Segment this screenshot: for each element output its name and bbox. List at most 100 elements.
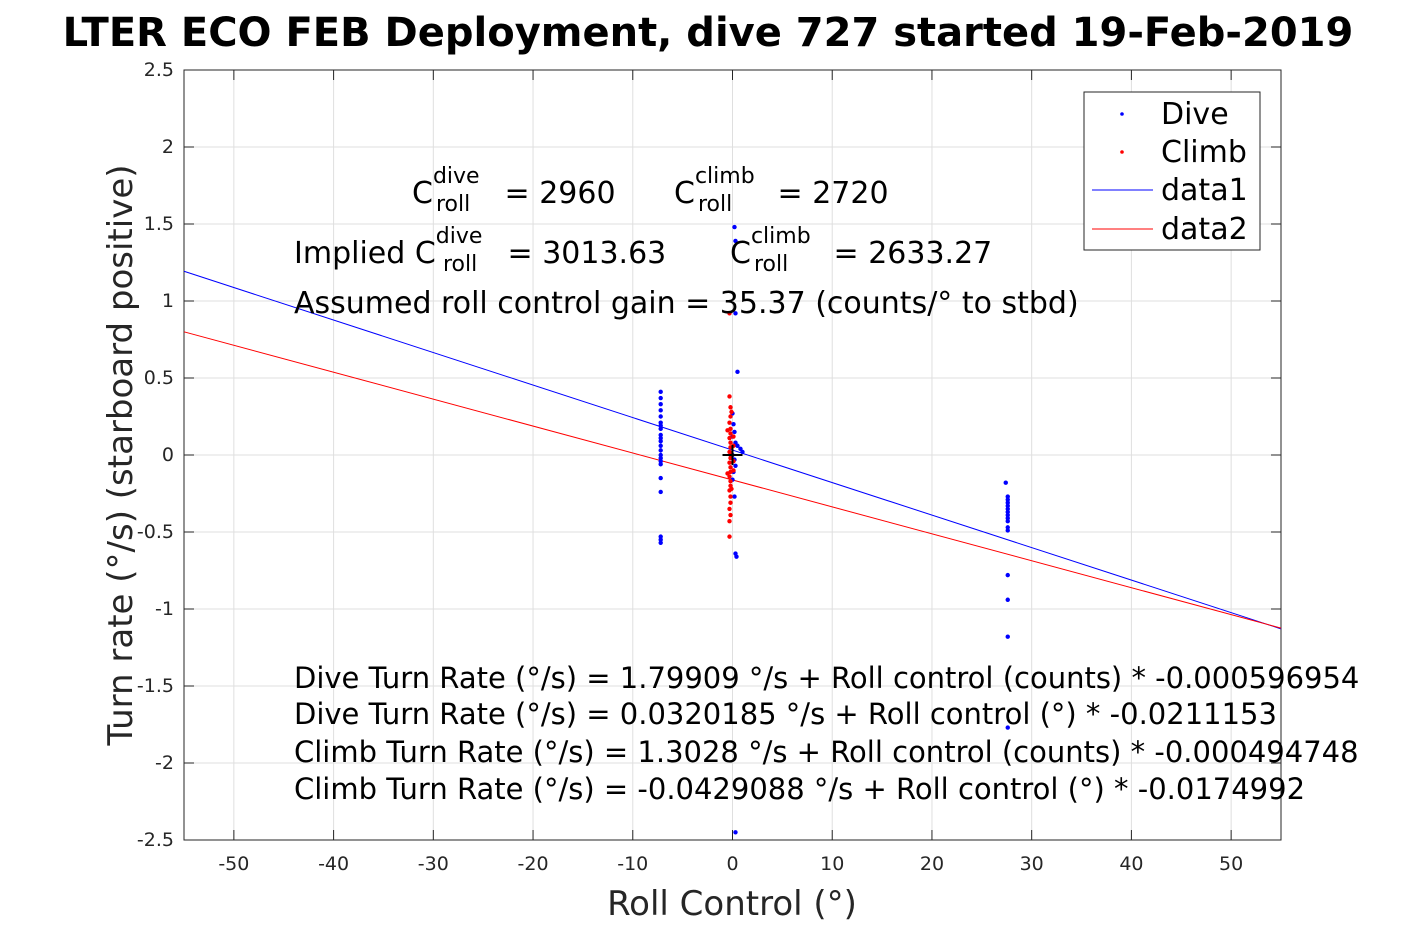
dive-point	[1005, 500, 1010, 505]
x-tick-label: 30	[1020, 853, 1044, 875]
climb-point	[728, 494, 733, 499]
dive-point	[734, 554, 739, 559]
dive-point	[658, 540, 663, 545]
dive-point	[658, 395, 663, 401]
climb-point	[725, 471, 730, 476]
y-tick-label: -2.5	[137, 829, 174, 851]
climb-point	[727, 506, 732, 512]
y-tick-label: 0.5	[144, 367, 174, 389]
climb-point	[727, 460, 732, 465]
x-tick-label: -30	[418, 853, 449, 875]
dive-point	[1005, 597, 1010, 602]
y-tick-label: -1.5	[137, 675, 174, 697]
dive-point	[1005, 525, 1010, 530]
y-tick-label: 2.5	[144, 59, 174, 81]
annotation-implied-climb-croll: Cclimb roll = 2633.27	[730, 224, 992, 277]
climb-point	[727, 311, 732, 316]
annotation-climb-fit-degrees: Climb Turn Rate (°/s) = -0.0429088 °/s +…	[294, 772, 1305, 806]
dive-point	[658, 448, 663, 453]
dive-point	[1005, 515, 1010, 521]
dive-point	[658, 420, 663, 425]
climb-point	[728, 512, 733, 518]
annotation-dive-croll: Cdive roll = 2960	[412, 164, 616, 217]
y-tick-label: -1	[155, 598, 174, 620]
dive-point	[1005, 528, 1010, 533]
x-tick-label: -10	[617, 853, 648, 875]
dive-point	[658, 458, 663, 464]
legend-box	[1083, 91, 1261, 251]
dive-point	[658, 443, 663, 448]
y-tick-label: -2	[155, 752, 174, 774]
climb-point	[728, 478, 733, 484]
annotation-climb-fit-counts: Climb Turn Rate (°/s) = 1.3028 °/s + Rol…	[294, 735, 1359, 769]
dive-point	[658, 432, 663, 438]
dive-point	[658, 401, 663, 407]
legend-climb-marker	[1120, 150, 1124, 154]
y-tick-label: 1.5	[144, 213, 174, 235]
dive-point	[733, 238, 738, 244]
dive-point	[658, 537, 663, 542]
climb-point	[731, 434, 736, 439]
dive-point	[1005, 572, 1010, 578]
y-tick-label: 0	[162, 444, 174, 466]
dive-point	[733, 463, 738, 468]
climb-point	[728, 500, 733, 505]
dive-point	[1005, 497, 1010, 502]
climb-point	[727, 420, 732, 425]
climb-point	[728, 465, 733, 470]
dive-point	[658, 475, 663, 481]
dive-point	[740, 449, 745, 455]
climb-point	[728, 431, 733, 436]
climb-point	[727, 435, 732, 441]
dive-point	[1005, 519, 1010, 524]
dive-point	[732, 224, 737, 230]
annotation-roll-gain: Assumed roll control gain = 35.37 (count…	[294, 286, 1079, 321]
climb-point	[727, 519, 732, 524]
annotation-implied-dive-croll: Implied Cdive roll = 3013.63	[294, 224, 666, 277]
y-axis: -2.5 -2 -1.5 -1 -0.5 0 0.5 1 1.5 2 2.5	[137, 59, 1281, 851]
x-tick-label: -50	[218, 853, 249, 875]
dive-point	[735, 369, 740, 375]
dive-point	[1005, 494, 1010, 499]
y-axis-label: Turn rate (°/s) (starboard positive)	[101, 164, 141, 746]
dive-point	[658, 414, 663, 419]
dive-point	[658, 426, 663, 432]
chart-title: LTER ECO FEB Deployment, dive 727 starte…	[63, 10, 1354, 56]
dive-point	[658, 489, 663, 495]
dive-point	[1005, 506, 1010, 512]
dive-point	[658, 435, 663, 441]
legend-data2-label: data2	[1161, 212, 1248, 247]
dive-point	[1005, 509, 1010, 515]
dive-point	[658, 389, 663, 395]
x-tick-label: -20	[518, 853, 549, 875]
climb-point	[727, 394, 732, 399]
climb-point	[731, 468, 736, 473]
legend-dive-marker	[1120, 112, 1124, 116]
climb-point	[725, 428, 730, 433]
x-tick-label: 0	[726, 853, 738, 875]
dive-point	[1005, 503, 1010, 509]
annotation-climb-croll: Cclimb roll = 2720	[674, 164, 889, 217]
x-tick-label: 10	[820, 853, 844, 875]
climb-point	[727, 534, 732, 539]
dive-point	[658, 423, 663, 428]
x-tick-label: 40	[1119, 853, 1143, 875]
climb-point	[728, 405, 733, 410]
dive-point	[658, 534, 663, 539]
annotation-dive-fit-counts: Dive Turn Rate (°/s) = 1.79909 °/s + Rol…	[294, 661, 1359, 695]
annotation-dive-fit-degrees: Dive Turn Rate (°/s) = 0.0320185 °/s + R…	[294, 697, 1277, 731]
origin-marker	[722, 445, 743, 465]
dive-point	[733, 311, 738, 316]
x-tick-label: 20	[920, 853, 944, 875]
dive-point	[658, 462, 663, 467]
legend-dive-label: Dive	[1161, 97, 1229, 132]
x-tick-label: 50	[1219, 853, 1243, 875]
legend-data1-label: data1	[1161, 173, 1248, 208]
dive-point	[1005, 634, 1010, 639]
climb-point	[729, 486, 734, 492]
y-tick-label: -0.5	[137, 521, 174, 543]
dive-point	[731, 422, 736, 427]
legend-climb-label: Climb	[1161, 135, 1247, 170]
x-axis-label: Roll Control (°)	[607, 884, 857, 924]
